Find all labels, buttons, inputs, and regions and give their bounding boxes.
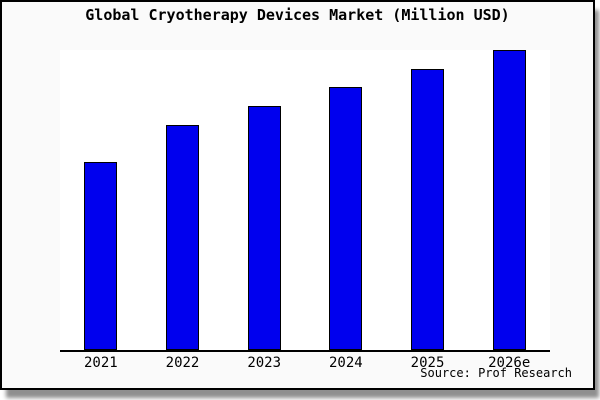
bar-2026e [492,50,526,350]
plot-area [60,50,550,352]
source-note: Source: Prof Research [420,366,572,380]
x-tick-label: 2023 [247,355,282,371]
x-tick-label: 2021 [83,355,118,371]
bar-2023 [247,106,281,350]
chart-title: Global Cryotherapy Devices Market (Milli… [85,6,510,24]
x-tick-label: 2025 [410,355,445,371]
bar-2024 [329,87,363,350]
x-tick-label: 2022 [165,355,200,371]
bar-2022 [166,125,199,350]
x-tick-label: 2024 [328,355,363,371]
x-axis-labels: 2021 2022 2023 2024 2025 2026e [60,355,550,373]
bar-2021 [84,162,118,350]
x-tick-label: 2026e [488,355,531,371]
bar-2025 [411,69,444,350]
